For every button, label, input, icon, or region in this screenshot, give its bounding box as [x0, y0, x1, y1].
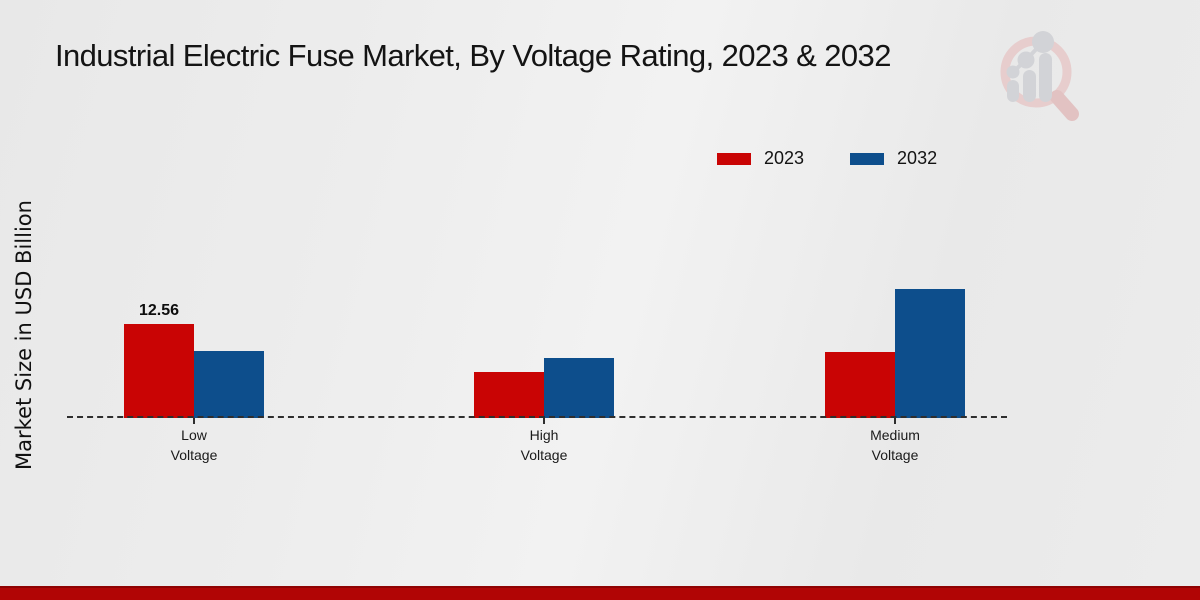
legend-swatch-2032 — [850, 152, 885, 165]
footer-red-strip — [0, 586, 1200, 600]
legend-label-2032: 2032 — [897, 148, 938, 168]
x-axis-tick — [543, 418, 545, 424]
plot-area: 12.56 — [67, 240, 1007, 424]
legend-swatch-2023 — [717, 152, 751, 165]
bar-value-label: 12.56 — [138, 302, 180, 319]
y-axis-label: Market Size in USD Billion — [12, 200, 36, 470]
legend-item-2032: 2032 — [850, 148, 937, 169]
chart-title: Industrial Electric Fuse Market, By Volt… — [55, 38, 891, 73]
bar-2032-group2 — [895, 289, 965, 418]
legend: 2023 2032 — [717, 148, 937, 169]
legend-label-2023: 2023 — [764, 148, 805, 168]
category-label: Low Voltage — [170, 427, 218, 463]
bar-2032-group0 — [194, 351, 264, 418]
bar-2032-group1 — [544, 358, 614, 418]
bar-2023-group0 — [124, 324, 194, 418]
x-axis-tick — [894, 418, 896, 424]
market-research-magnifier-logo-icon — [1000, 31, 1079, 121]
bar-2023-group1 — [474, 372, 544, 418]
category-label: Medium Voltage — [870, 427, 920, 463]
legend-item-2023: 2023 — [717, 148, 804, 169]
x-axis-tick — [193, 418, 195, 424]
category-label: High Voltage — [520, 427, 568, 463]
x-axis-baseline — [67, 416, 1007, 418]
bar-2023-group2 — [825, 352, 895, 418]
